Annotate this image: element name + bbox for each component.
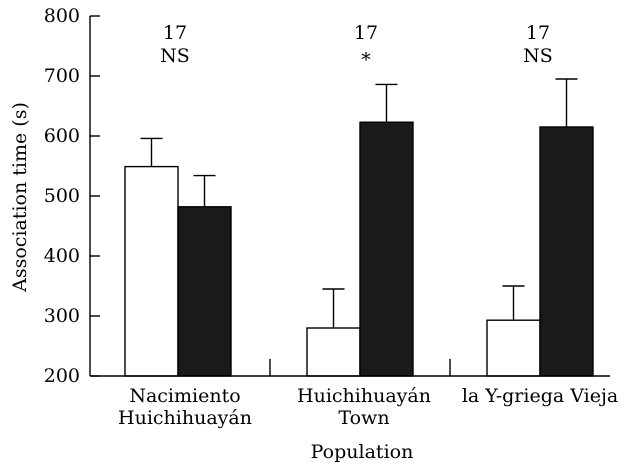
bar-white: [124, 165, 179, 377]
x-axis-title: Population: [311, 441, 414, 463]
y-ticks-layer: 200 300 400 500 600 700 800: [44, 5, 100, 387]
sample-size-label: 17: [354, 22, 378, 44]
y-tick-label: 800: [44, 5, 80, 27]
y-tick-label: 400: [44, 245, 80, 267]
y-tick-label: 500: [44, 185, 80, 207]
significance-label: *: [361, 49, 371, 71]
category-label: Town: [338, 407, 389, 429]
bar-black: [359, 121, 414, 377]
category-label: Huichihuayán: [297, 385, 431, 407]
y-tick-label: 600: [44, 125, 80, 147]
category-label: Nacimiento: [129, 385, 240, 407]
sample-size-label: 17: [526, 22, 550, 44]
significance-label: NS: [523, 45, 553, 67]
category-label: Huichihuayán: [118, 407, 252, 429]
category-labels-layer: NacimientoHuichihuayánHuichihuayánTownla…: [118, 385, 618, 429]
bar-white: [306, 327, 361, 377]
y-tick-label: 300: [44, 305, 80, 327]
significance-label: NS: [160, 45, 190, 67]
bars-layer: [124, 78, 594, 377]
bar-black: [539, 126, 594, 377]
y-tick-label: 700: [44, 65, 80, 87]
bar-black: [177, 206, 232, 377]
y-axis-title: Association time (s): [9, 102, 31, 293]
category-label: la Y-griega Vieja: [462, 385, 618, 407]
y-tick-label: 200: [44, 365, 80, 387]
sample-size-label: 17: [163, 22, 187, 44]
bar-white: [486, 319, 541, 377]
